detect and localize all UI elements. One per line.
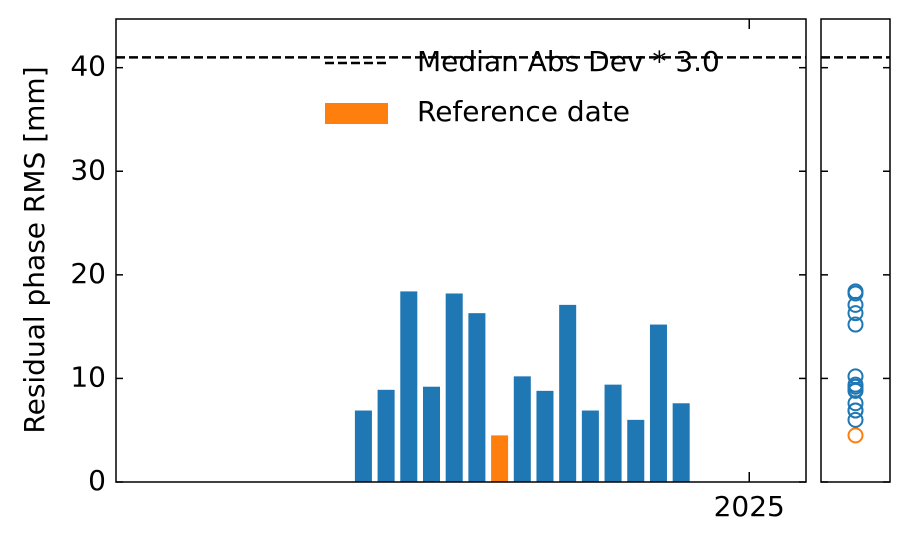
point [847,305,864,322]
y-tick-label: 30 [70,153,106,186]
point [847,316,864,333]
x-tick-label: 2025 [714,490,785,523]
y-tick-label: 0 [88,464,106,497]
legend-label: Reference date [417,95,630,128]
point [847,368,864,385]
axes-frame [820,18,891,483]
bar [672,403,690,482]
bar [354,410,372,482]
bar [468,313,486,482]
point [847,427,864,444]
bar [536,390,554,482]
bar [649,324,667,482]
y-axis-label: Residual phase RMS [mm] [18,66,51,433]
legend-label: Median Abs Dev * 3.0 [417,45,720,78]
point [847,411,864,428]
point [847,296,864,313]
bar [513,376,531,482]
bar [377,389,395,482]
bar [400,291,418,482]
point [847,395,864,412]
bar [491,435,509,482]
bar [559,304,577,482]
point [847,402,864,419]
point [847,382,864,399]
bar [604,384,622,482]
bar [581,410,599,482]
axes-frame [115,18,807,483]
bar [422,386,441,482]
bar [445,293,463,482]
y-tick-label: 10 [70,360,106,393]
point [847,376,864,393]
y-tick-label: 40 [70,50,106,83]
bar [627,419,645,482]
point [847,285,864,302]
y-tick-label: 20 [70,257,106,290]
legend-swatch [325,103,388,124]
